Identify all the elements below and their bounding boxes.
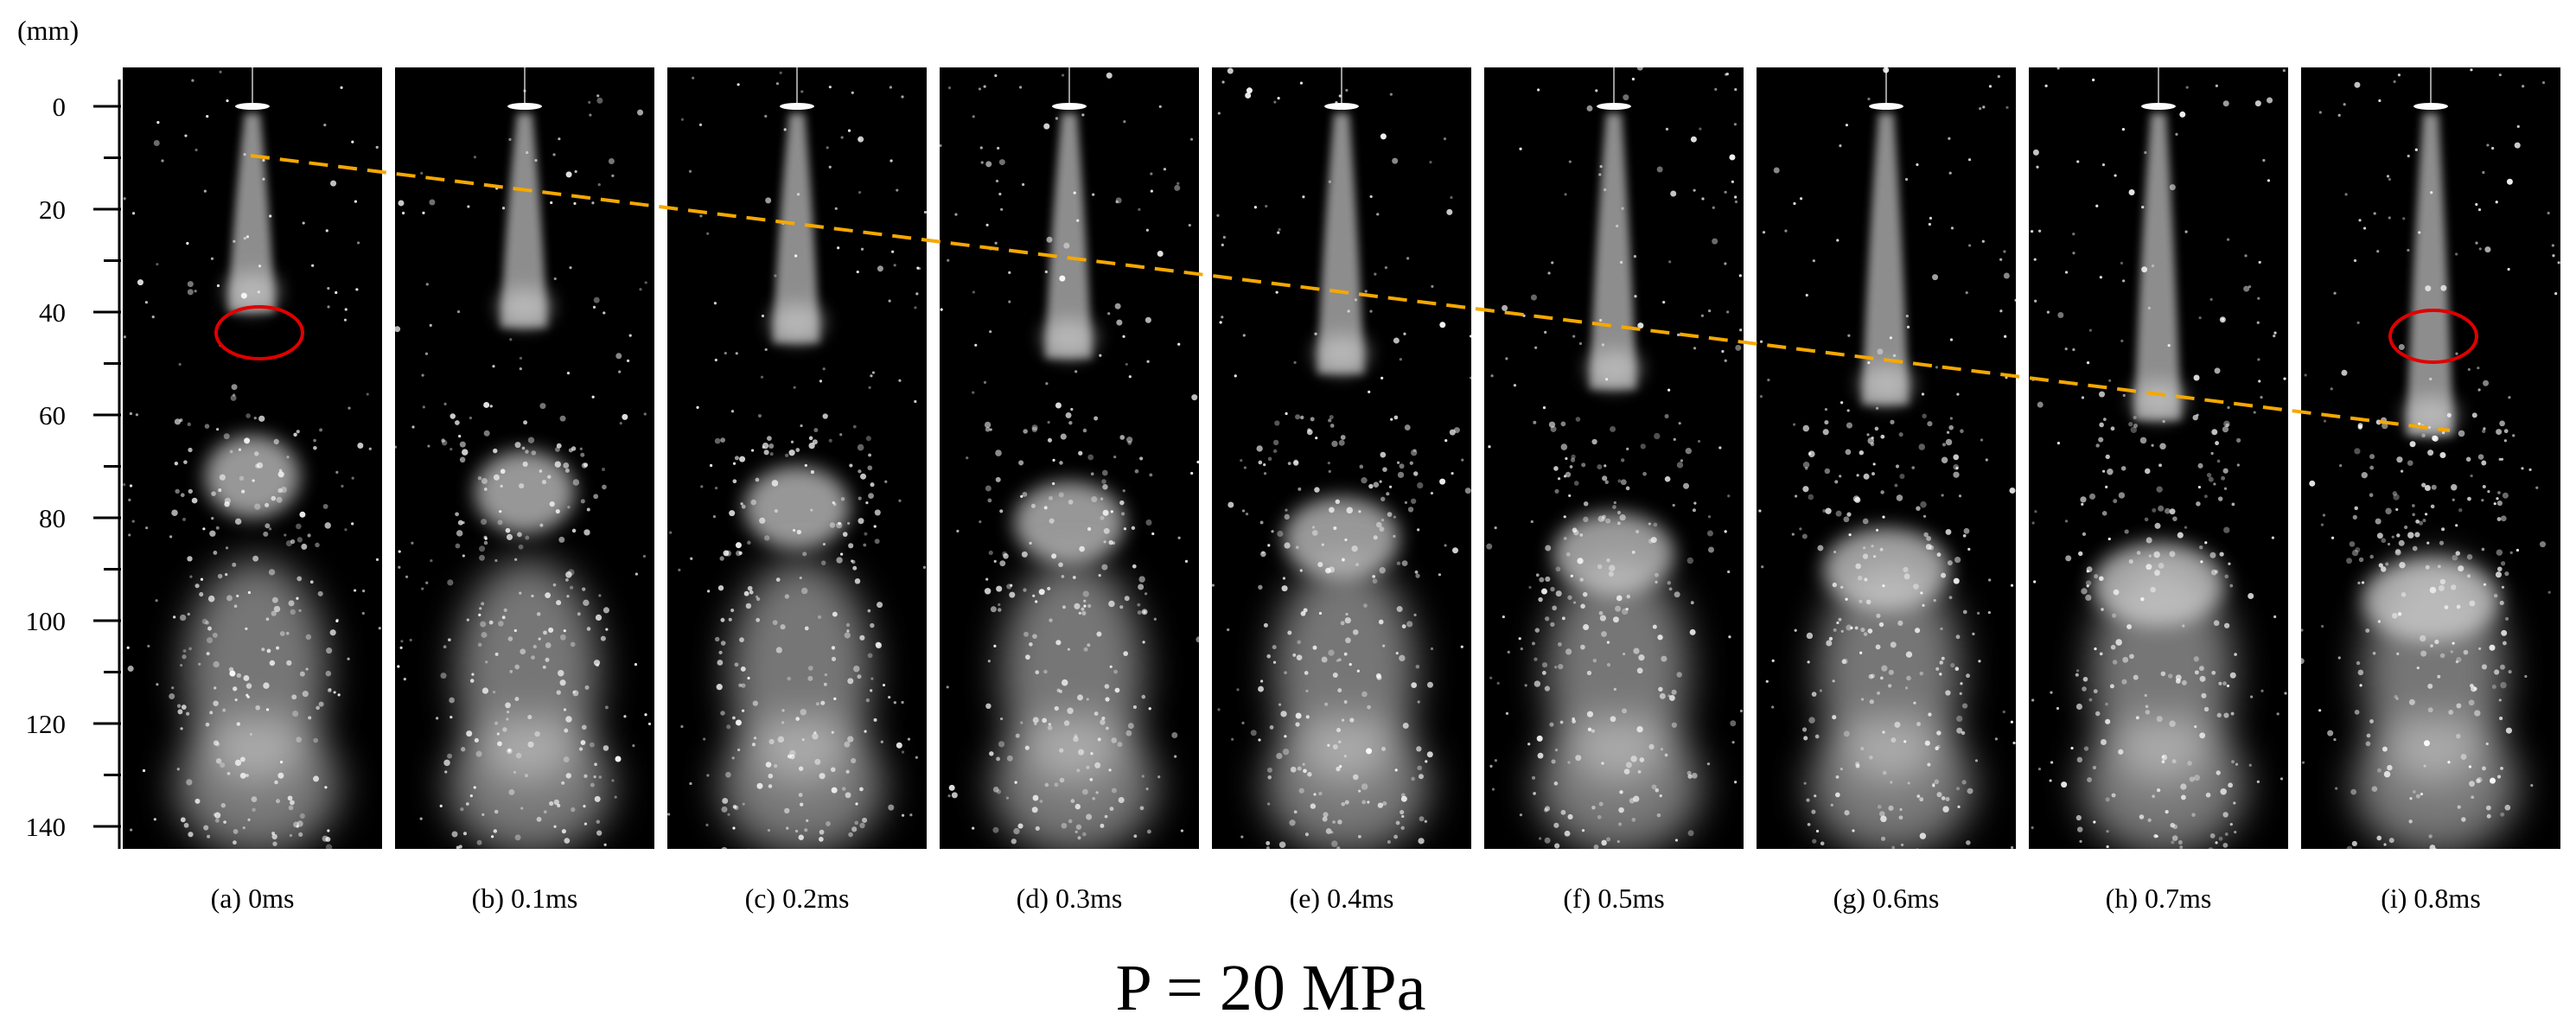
frame-label: (f) 0.5ms (1563, 883, 1664, 914)
frame-label: (a) 0ms (211, 883, 295, 914)
highlight-circle (214, 305, 304, 360)
spray-frame: (c) 0.2ms (667, 67, 927, 914)
axis-tick-label: 0 (53, 92, 67, 122)
axis-tick-label: 140 (26, 812, 67, 842)
axis-tick-label: 40 (39, 297, 66, 328)
spray-plume (2301, 67, 2560, 849)
axis-tick-label: 60 (39, 400, 66, 430)
axis-tick-label: 100 (26, 606, 67, 636)
figure-caption: P = 20 MPa (1116, 952, 1426, 1024)
axis-tick-label: 20 (39, 194, 66, 225)
spray-frame: (b) 0.1ms (395, 67, 654, 914)
spray-plume (940, 67, 1199, 849)
penetration-trend-line (250, 154, 2451, 432)
spray-frame: (h) 0.7ms (2029, 67, 2288, 914)
frame-label: (b) 0.1ms (472, 883, 578, 914)
spray-plume (667, 67, 927, 849)
spray-frame: (f) 0.5ms (1484, 67, 1744, 914)
spray-plume (1758, 67, 2016, 849)
spray-frame: (i) 0.8ms (2301, 67, 2560, 914)
spray-plume (395, 67, 652, 849)
vertical-axis: 0 20 40 60 80 100 120 140 (26, 80, 121, 849)
spray-plume (1486, 67, 1744, 849)
frame-label: (d) 0.3ms (1017, 883, 1123, 914)
annotation-overlay (214, 154, 2478, 432)
spray-frame: (g) 0.6ms (1757, 67, 2016, 914)
frame-strip: (a) 0ms (b) 0.1ms (c) 0.2ms (d) 0.3ms (e) 0.… (123, 67, 2560, 914)
spray-plume (2030, 67, 2287, 849)
frame-label: (i) 0.8ms (2381, 883, 2481, 914)
frame-label: (e) 0.4ms (1290, 883, 1394, 914)
frame-label: (g) 0.6ms (1833, 883, 1940, 914)
spray-frame: (d) 0.3ms (940, 67, 1199, 914)
spray-plume (123, 67, 381, 849)
spray-plume (1212, 67, 1471, 849)
spray-frame: (e) 0.4ms (1212, 67, 1471, 914)
frame-label: (h) 0.7ms (2106, 883, 2212, 914)
axis-tick-label: 120 (26, 709, 67, 739)
axis-tick-label: 80 (39, 503, 66, 533)
spray-frame: (a) 0ms (123, 67, 382, 914)
unit-label: (mm) (17, 15, 79, 46)
highlight-circle (2388, 309, 2478, 364)
frame-label: (c) 0.2ms (745, 883, 850, 914)
